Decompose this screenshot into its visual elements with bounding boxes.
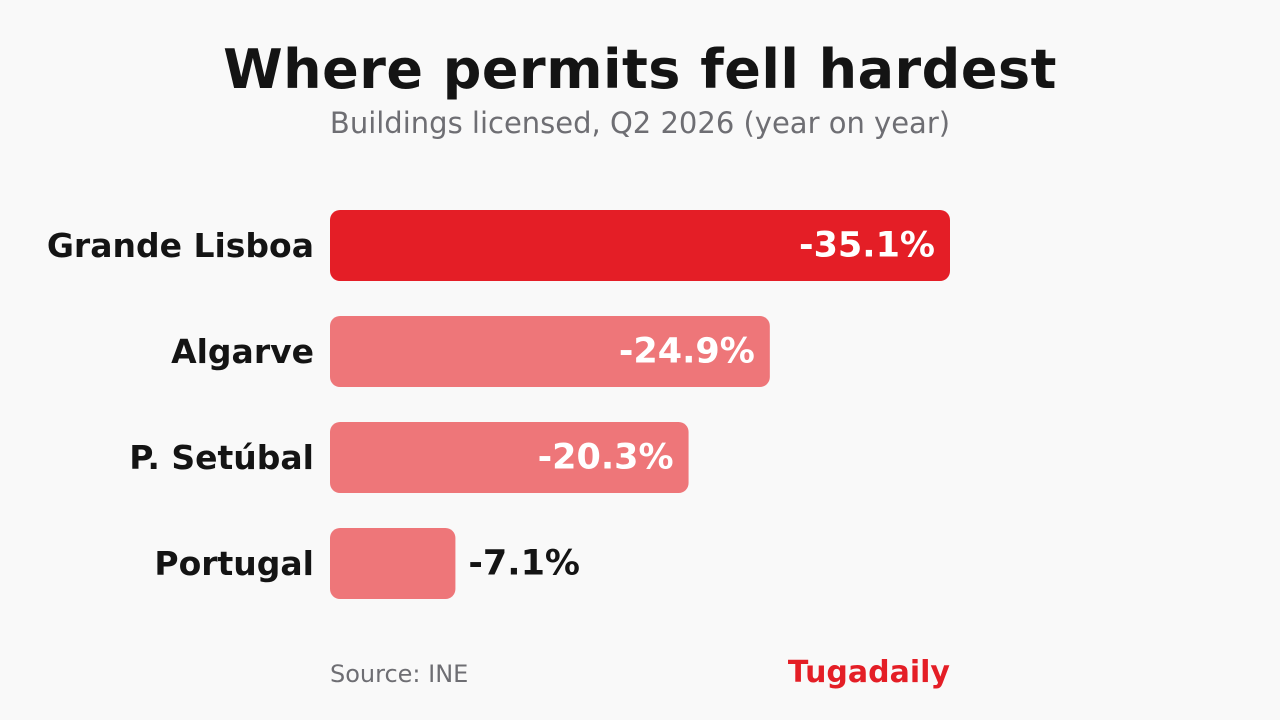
bar [330,210,950,281]
value-label: -20.3% [538,438,674,478]
bar [330,528,456,599]
source-note: Source: INE [330,660,469,688]
value-label: -7.1% [468,544,580,584]
value-label: -35.1% [799,226,935,266]
bar [330,316,770,387]
bar [330,422,689,493]
chart-subtitle: Buildings licensed, Q2 2026 (year on yea… [329,106,951,140]
chart-title: Where permits fell hardest [223,38,1057,101]
value-label: -24.9% [619,332,755,372]
brand-logo: Tugadaily [787,655,950,690]
category-label: Algarve [171,332,314,371]
category-label: P. Setúbal [129,438,314,477]
category-label: Grande Lisboa [47,226,314,265]
category-label: Portugal [154,544,314,583]
